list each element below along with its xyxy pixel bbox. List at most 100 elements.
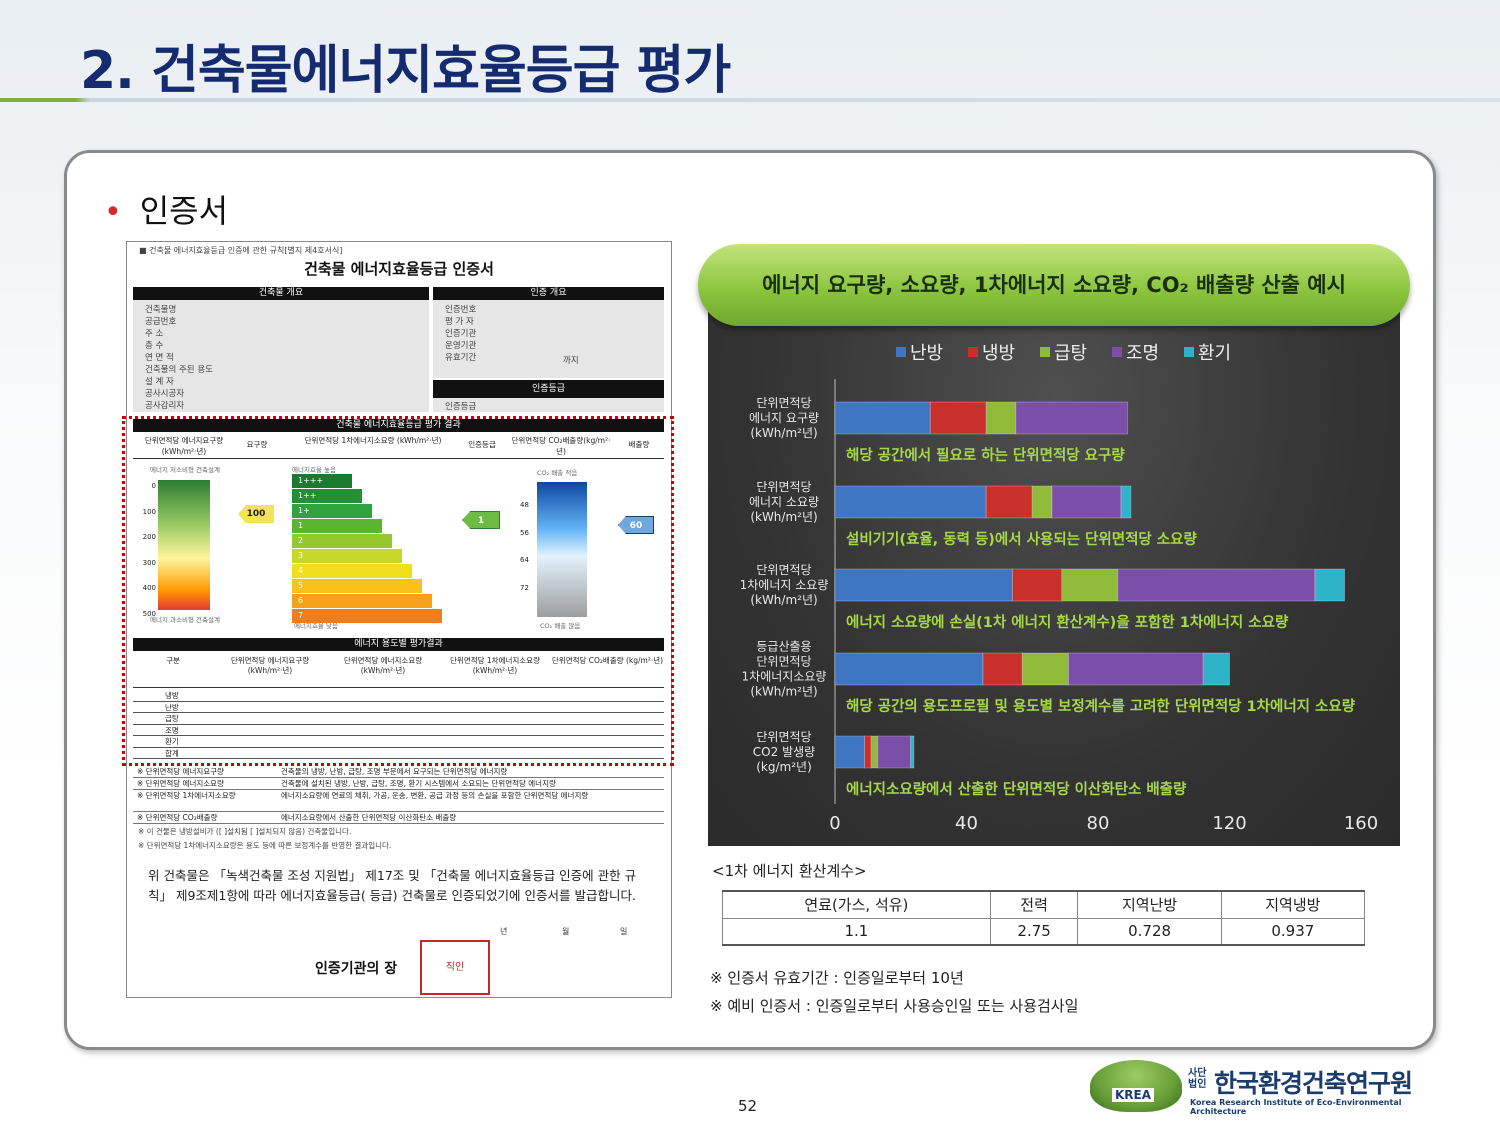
ladder-step: 1+++ [292,474,352,488]
cert-grade-row: 인증등급 [445,402,477,412]
category-label: 에너지 요구량 [749,411,819,425]
bar-segment [1012,568,1063,602]
cert-overview-header: 건축물 개요 [133,287,429,300]
use-header: 단위면적당 에너지요구량 (kWh/m²·년) [230,656,310,675]
bullet-text: 인증서 [139,192,229,230]
legend-label: 냉방 [982,343,1015,364]
date-month: 월 [562,927,570,936]
grade-ladder: 1+++ 1++ 1+ 1 2 3 4 5 6 7 [292,474,442,624]
coef-value: 0.728 [1077,917,1222,946]
overview-row: 주 소 [145,329,164,339]
cert-grade-box: 인증등급 [433,398,664,412]
co2-arrow: 60 [618,516,654,534]
bar-segment [1031,485,1053,519]
result-header: 인증등급 [468,440,496,449]
coef-header: 지역난방 [1077,890,1222,919]
cert-result-header: 건축물 에너지효율등급 평가 결과 [133,419,664,432]
coef-table-caption: <1차 에너지 환산계수> [712,862,867,880]
note-preliminary: ※ 예비 인증서 : 인증일로부터 사용승인일 또는 사용검사일 [710,997,1079,1015]
gauge-tick: 200 [142,533,156,541]
co2-gauge [537,482,587,617]
definition-row: ※ 단위면적당 에너지소요량 건축물에 설치된 냉방, 난방, 급탕, 조명, 환… [133,778,664,790]
use-row: 합계 [133,748,664,759]
bar-segment [1051,485,1122,519]
coef-header: 전력 [989,890,1079,919]
category-label: 단위면적당 [756,655,811,669]
result-header: 배출량 [628,440,650,449]
bar-segment [864,735,872,769]
overview-row: 공급번호 [145,317,177,327]
use-row: 조명 [133,725,664,736]
category-label: 단위면적당 [756,480,811,494]
gauge-top-label: 에너지 저소비형 건축설계 [150,466,220,474]
stamp-label: 인증기관의 장 [315,961,398,977]
bar-segment [834,485,987,519]
bar-segment [982,652,1023,686]
overview-row: 공사감리자 [145,401,185,411]
co2-top-label: CO₂ 배출 적음 [537,469,578,477]
legend-label: 환기 [1198,343,1231,364]
use-row-label: 난방 [165,702,179,712]
cert-footnote: ※ 이 건물은 냉방설비가 ([ ]설치됨 [ ]설치되지 않음) 건축물입니다… [138,827,352,836]
grade-arrow: 1 [462,511,500,529]
use-header: 단위면적당 에너지소요량 (kWh/m²·년) [343,656,423,675]
result-header: 단위면적당 에너지요구량(kWh/m²·년) [144,436,224,456]
cert-result-headers: 단위면적당 에너지요구량(kWh/m²·년) 요구량 단위면적당 1차에너지소요… [133,433,664,459]
ladder-step: 1++ [292,489,362,503]
definition-desc: 건축물의 냉방, 난방, 급탕, 조명 부문에서 요구되는 단위면적당 에너지량 [281,767,508,776]
bar-segment [985,401,1017,435]
use-row-label: 환기 [165,737,179,746]
category-label: (kWh/m²년) [750,510,817,524]
legend-label: 조명 [1126,343,1159,364]
bar-annotation: 에너지 소요량에 손실(1차 에너지 환산계수)을 포함한 1차에너지 소요량 [846,613,1289,631]
page-title: 2. 건축물에너지효율등급 평가 [80,41,731,101]
legend-label: 난방 [910,343,943,364]
definition-desc: 에너지소요량에서 산출한 단위면적당 이산화탄소 배출량 [281,813,457,822]
use-row-label: 냉방 [165,691,179,700]
use-row: 급탕 [133,713,664,725]
bar-segment [870,735,879,769]
legend-swatch [896,347,906,357]
official-stamp: 직인 [420,940,490,995]
overview-row: 공사시공자 [145,389,185,399]
notes: ※ 인증서 유효기간 : 인증일로부터 10년 ※ 예비 인증서 : 인증일로부… [710,964,1078,1020]
certificate-body: 위 건축물은 「녹색건축물 조성 지원법」 제17조 및 「건축물 에너지효율등… [148,868,637,903]
category-label: 단위면적당 [756,563,811,577]
cert-info-row: 운영기관 [445,341,477,351]
bar-segment [834,652,984,686]
bar-annotation: 해당 공간에서 필요로 하는 단위면적당 요구량 [846,446,1125,464]
ladder-top-label: 에너지효율 높음 [292,466,336,474]
cert-info-row: 인증기관 [445,329,477,339]
overview-row: 설 계 자 [145,377,174,387]
logo-name: 한국환경건축연구원 [1214,1069,1413,1098]
category-label: (kWh/m²년) [750,426,817,440]
ladder-step: 3 [292,549,402,563]
category-label: 단위면적당 [756,396,811,410]
cert-info-box: 인증번호 평 가 자 인증기관 운영기관 유효기간 까지 [433,300,664,378]
bullet-heading: • 인증서 [104,186,228,232]
cert-use-headers: 구분 단위면적당 에너지요구량 (kWh/m²·년) 단위면적당 에너지소요량 (k… [133,652,664,688]
bar-segment [1067,652,1204,686]
use-row: 난방 [133,702,664,713]
bar-segment [1120,485,1132,519]
cert-info-header: 인증 개요 [433,287,664,300]
ladder-step: 6 [292,594,432,608]
ladder-bottom-label: 에너지효율 낮음 [294,622,338,630]
definition-term: ※ 단위면적당 1차에너지소요량 [137,791,236,800]
logo-mark-icon: KREA [1090,1060,1182,1112]
bar-segment [910,735,915,769]
certificate-title: 건축물 에너지효율등급 인증서 [304,260,494,278]
bar-segment [834,735,866,769]
x-tick-label: 160 [1344,813,1378,834]
category-label: 단위면적당 [756,730,811,744]
bar-segment [985,485,1033,519]
co2-tick: 56 [520,528,529,537]
legend-swatch [1040,347,1050,357]
coef-header-row: 연료(가스, 석유) 전력 지역난방 지역냉방 [722,890,1366,919]
page-number: 52 [738,1097,758,1115]
certificate-note: ■ 건축물 에너지효율등급 인증에 관한 규칙[별지 제4호서식] [139,246,343,255]
legend-swatch [1184,347,1194,357]
